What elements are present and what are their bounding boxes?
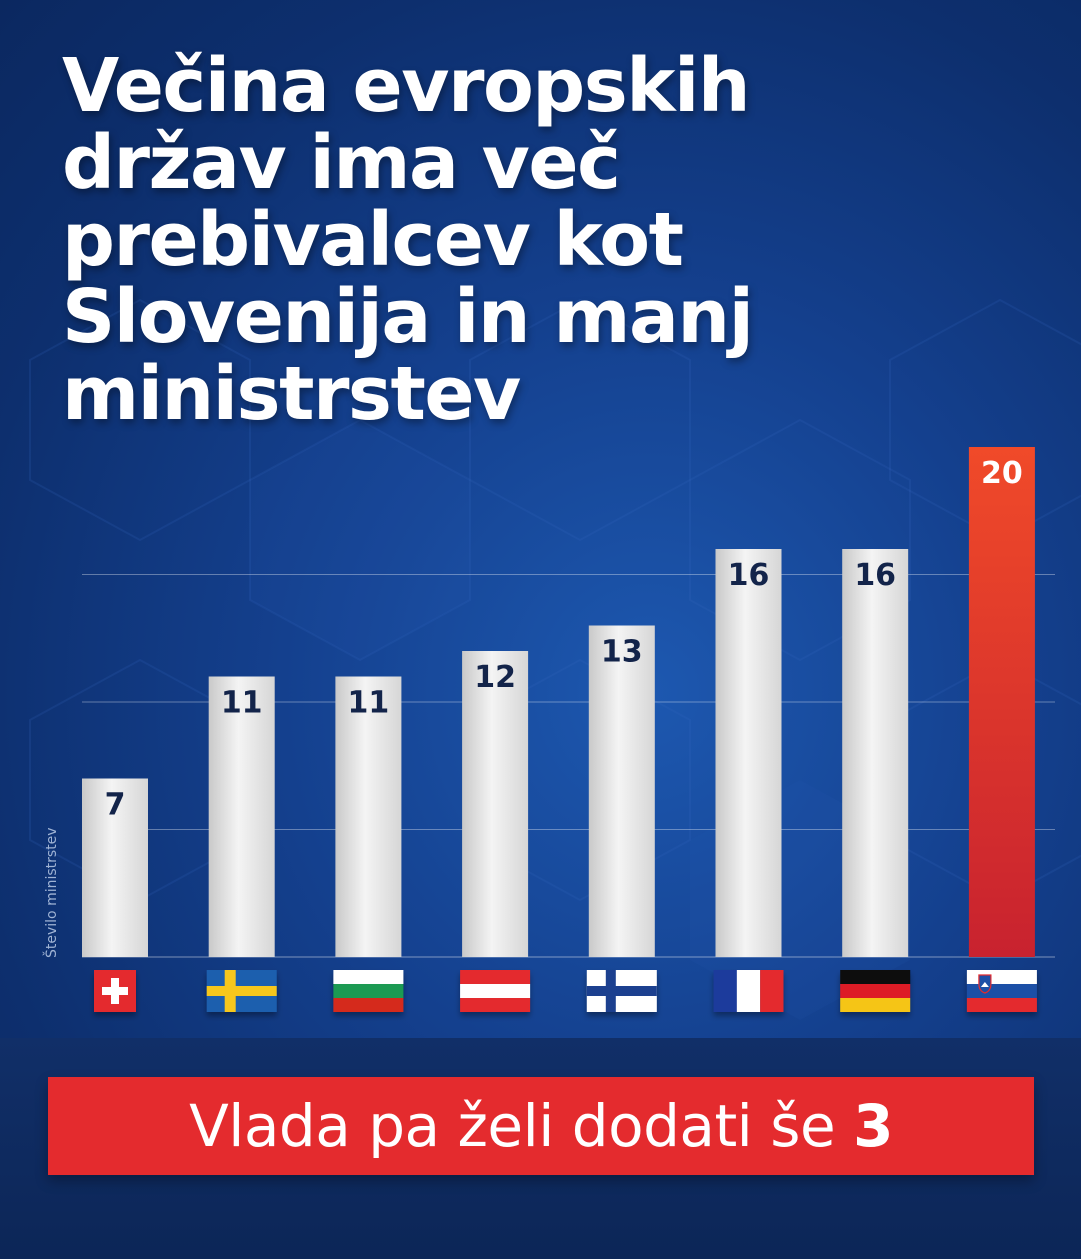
banner-text: Vlada pa želi dodati še 3: [189, 1092, 893, 1160]
sweden-flag: [206, 970, 277, 1012]
slovenia-flag: [966, 970, 1037, 1012]
data-label: 12: [474, 660, 516, 695]
data-label: 16: [728, 558, 770, 593]
austria-flag: [460, 970, 531, 1012]
bar: [842, 549, 909, 957]
bar: [968, 447, 1035, 957]
finland-flag: [586, 970, 657, 1012]
data-label: 7: [105, 788, 126, 823]
germany-flag: [840, 970, 911, 1012]
data-label: 11: [221, 686, 263, 721]
data-label: 20: [981, 456, 1023, 491]
bar: [462, 651, 529, 957]
bar: [715, 549, 782, 957]
data-label: 16: [854, 558, 896, 593]
data-labels: 7 11 11 12 13 16 16 20: [105, 456, 1023, 823]
banner-number: 3: [853, 1092, 893, 1160]
bar: [82, 778, 148, 957]
data-label: 13: [601, 635, 643, 670]
switzerland-flag: [94, 970, 136, 1012]
france-flag: [713, 970, 784, 1012]
bar: [335, 676, 402, 957]
data-label: 11: [348, 686, 390, 721]
bulgaria-flag: [333, 970, 404, 1012]
headline: Večina evropskih držav ima več prebivalc…: [62, 43, 754, 437]
banner-text-main: Vlada pa želi dodati še: [189, 1092, 854, 1160]
banner: Vlada pa želi dodati še 3: [48, 1077, 1034, 1175]
bar: [208, 676, 275, 957]
bars: [82, 447, 1035, 957]
bar: [588, 625, 655, 957]
country-flags: [94, 970, 1037, 1012]
